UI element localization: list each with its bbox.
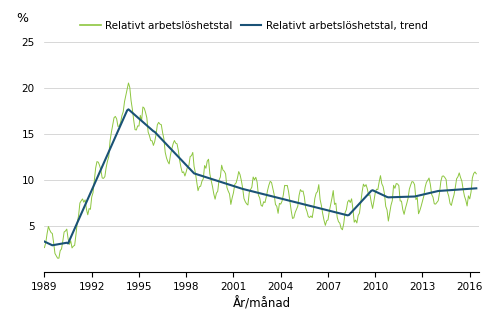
Legend: Relativt arbetslöshetstal, Relativt arbetslöshetstal, trend: Relativt arbetslöshetstal, Relativt arbe… xyxy=(76,17,432,35)
Text: %: % xyxy=(16,12,28,26)
X-axis label: År/månad: År/månad xyxy=(233,297,291,311)
